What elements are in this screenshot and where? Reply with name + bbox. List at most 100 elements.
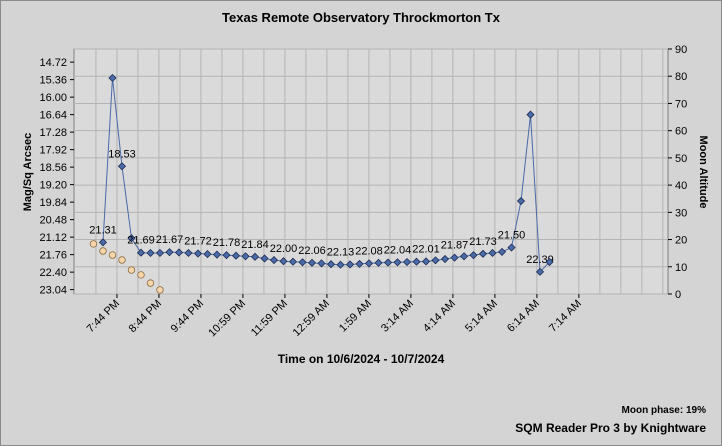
point — [450, 253, 459, 262]
point — [545, 257, 554, 267]
point — [241, 252, 250, 261]
data-label: 22.06 — [298, 245, 326, 257]
point — [431, 256, 440, 265]
point — [364, 259, 374, 268]
point — [99, 247, 107, 255]
point — [117, 162, 127, 171]
y2-tick-label: 20 — [675, 235, 687, 247]
credit: SQM Reader Pro 3 by Knightware — [515, 421, 706, 435]
point — [535, 267, 545, 276]
point — [165, 248, 174, 257]
y-axis-label: Mag/Sq Arcsec — [22, 133, 34, 211]
point — [317, 259, 326, 268]
point — [137, 271, 145, 279]
point — [136, 248, 146, 257]
plot-area — [73, 48, 669, 295]
point — [108, 251, 117, 259]
point — [146, 248, 155, 258]
data-label: 22.08 — [355, 245, 383, 257]
point — [222, 251, 231, 260]
y-tick-label: 14.72 — [39, 57, 67, 69]
data-label: 22.01 — [412, 243, 440, 255]
y2-tick-label: 30 — [675, 207, 687, 219]
point — [478, 249, 488, 258]
y2-axis-label: Moon Altitude — [697, 136, 709, 209]
x-axis-label: Time on 10/6/2024 - 10/7/2024 — [278, 352, 445, 366]
y-tick-label: 18.56 — [39, 162, 67, 174]
data-label: 21.67 — [156, 234, 184, 246]
point — [156, 286, 164, 294]
data-label: 22.13 — [327, 247, 355, 259]
point — [507, 243, 516, 252]
point — [412, 257, 421, 266]
y-tick-label: 16.00 — [39, 92, 67, 104]
point — [393, 258, 402, 267]
y-tick-label: 21.12 — [39, 232, 67, 244]
y2-tick-label: 80 — [675, 71, 687, 83]
point — [374, 258, 383, 267]
y2-tick-label: 50 — [675, 153, 687, 165]
y-tick-label: 16.64 — [39, 110, 67, 122]
point — [497, 247, 507, 256]
point — [326, 260, 336, 269]
data-label: 21.78 — [213, 237, 241, 249]
y-tick-label: 19.84 — [39, 197, 67, 209]
data-label: 21.31 — [89, 224, 117, 236]
point — [488, 248, 497, 258]
point — [98, 238, 108, 247]
point — [193, 249, 203, 258]
point — [155, 248, 165, 258]
point — [146, 279, 155, 287]
point — [421, 257, 431, 266]
point — [108, 73, 117, 83]
point — [269, 256, 279, 265]
point — [383, 258, 393, 267]
point — [184, 248, 193, 258]
data-label: 18.53 — [108, 148, 136, 160]
y-tick-label: 22.40 — [39, 267, 67, 279]
data-label: 21.73 — [469, 236, 497, 248]
point — [231, 251, 241, 260]
point — [127, 266, 136, 274]
point — [298, 258, 307, 267]
point — [345, 260, 355, 269]
point — [260, 254, 269, 263]
y2-tick-label: 60 — [675, 126, 687, 138]
y2-tick-label: 0 — [675, 289, 681, 301]
point — [459, 252, 469, 261]
point — [336, 260, 345, 269]
point — [288, 257, 298, 266]
point — [118, 256, 126, 264]
point — [355, 259, 364, 268]
moon-phase: Moon phase: 19% — [622, 405, 707, 416]
point — [212, 250, 222, 259]
data-label: 21.87 — [441, 240, 469, 252]
y2-tick-label: 10 — [675, 262, 687, 274]
point — [402, 257, 412, 267]
data-label: 21.72 — [184, 236, 212, 248]
data-label: 22.00 — [270, 243, 298, 255]
chart-title: Texas Remote Observatory Throckmorton Tx — [222, 10, 501, 25]
data-label: 21.69 — [127, 235, 155, 247]
point — [526, 110, 535, 119]
point — [279, 257, 288, 266]
point — [250, 252, 260, 261]
y2-tick-label: 90 — [675, 44, 687, 56]
y-tick-label: 19.20 — [39, 180, 67, 192]
point — [516, 196, 526, 206]
point — [89, 240, 98, 248]
point — [127, 234, 136, 243]
point — [440, 254, 450, 264]
data-label: 22.04 — [384, 244, 412, 256]
point — [307, 258, 317, 267]
point — [203, 250, 212, 259]
point — [469, 251, 478, 260]
data-label: 21.84 — [241, 239, 269, 251]
y-tick-label: 21.76 — [39, 250, 67, 262]
y-tick-label: 17.28 — [39, 127, 67, 139]
y-tick-label: 17.92 — [39, 145, 67, 157]
y2-tick-label: 70 — [675, 98, 687, 110]
y-tick-label: 15.36 — [39, 75, 67, 87]
y-tick-label: 23.04 — [39, 285, 67, 297]
